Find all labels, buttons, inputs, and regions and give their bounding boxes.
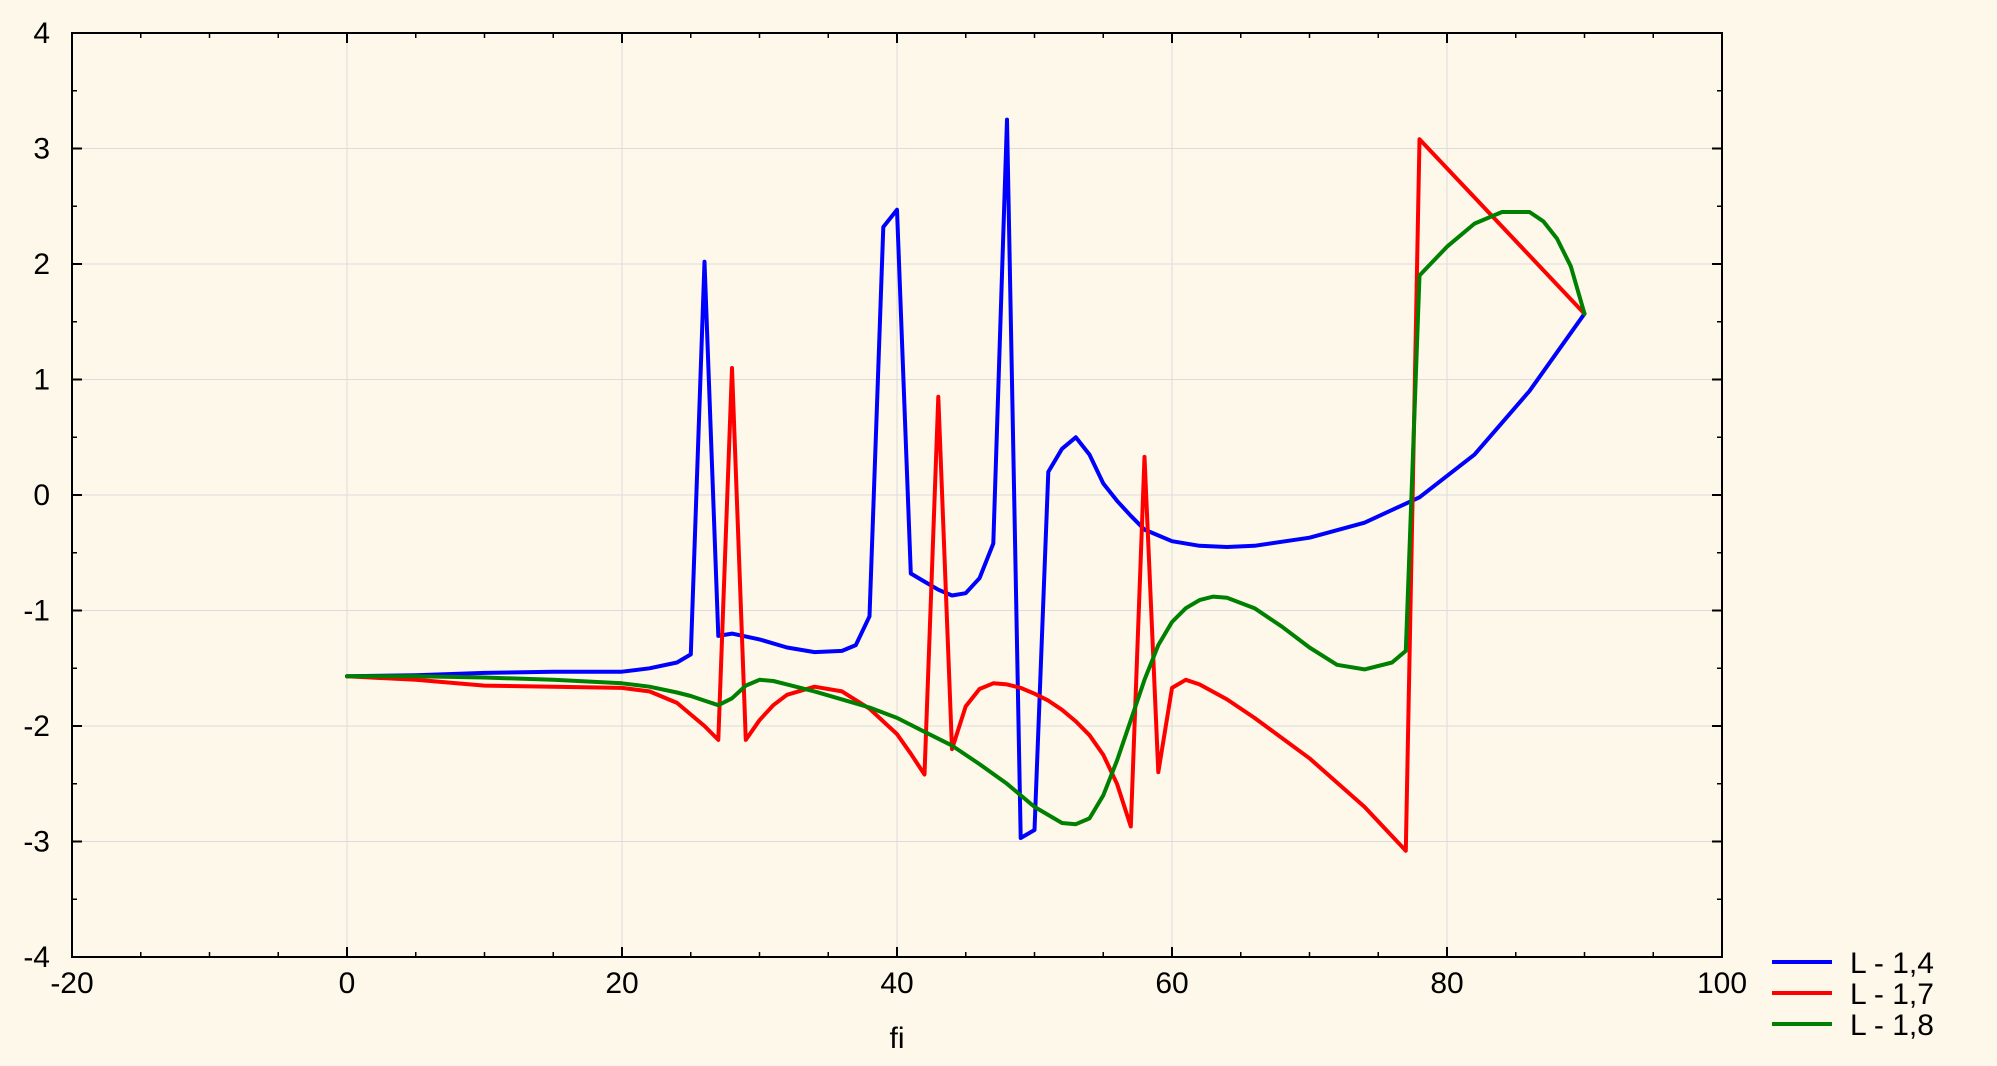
x-tick-label: 80 [1430,967,1463,1000]
y-tick-label: 2 [33,248,50,281]
x-tick-label: 100 [1697,967,1747,1000]
y-tick-label: 1 [33,364,50,397]
x-tick-label: 20 [605,967,638,1000]
plot-series [345,117,1587,853]
x-tick-label: -20 [50,967,93,1000]
y-tick-label: -3 [23,826,50,859]
y-tick-label: 0 [33,479,50,512]
y-tick-labels: -4 -3 -2 -1 0 1 2 3 4 [23,17,50,974]
x-tick-label: 60 [1155,967,1188,1000]
grid-lines [71,32,1723,958]
x-tick-labels: -20 0 20 40 60 80 100 [50,967,1747,1000]
series-line-1 [345,117,1587,840]
legend-label-1: L - 1,4 [1850,947,1934,980]
series-line-3 [345,210,1587,827]
x-tick-label: 40 [880,967,913,1000]
y-tick-label: -4 [23,941,50,974]
y-tick-label: 4 [33,17,50,50]
series-line-2 [345,137,1587,853]
legend: L - 1,4L - 1,7L - 1,8 [1772,947,1934,1042]
y-tick-label: 3 [33,133,50,166]
x-axis-title: fi [890,1022,905,1055]
y-tick-label: -1 [23,595,50,628]
x-tick-label: 0 [339,967,356,1000]
legend-label-3: L - 1,8 [1850,1009,1934,1042]
axis-ticks [71,32,1723,958]
legend-label-2: L - 1,7 [1850,978,1934,1011]
y-tick-label: -2 [23,710,50,743]
